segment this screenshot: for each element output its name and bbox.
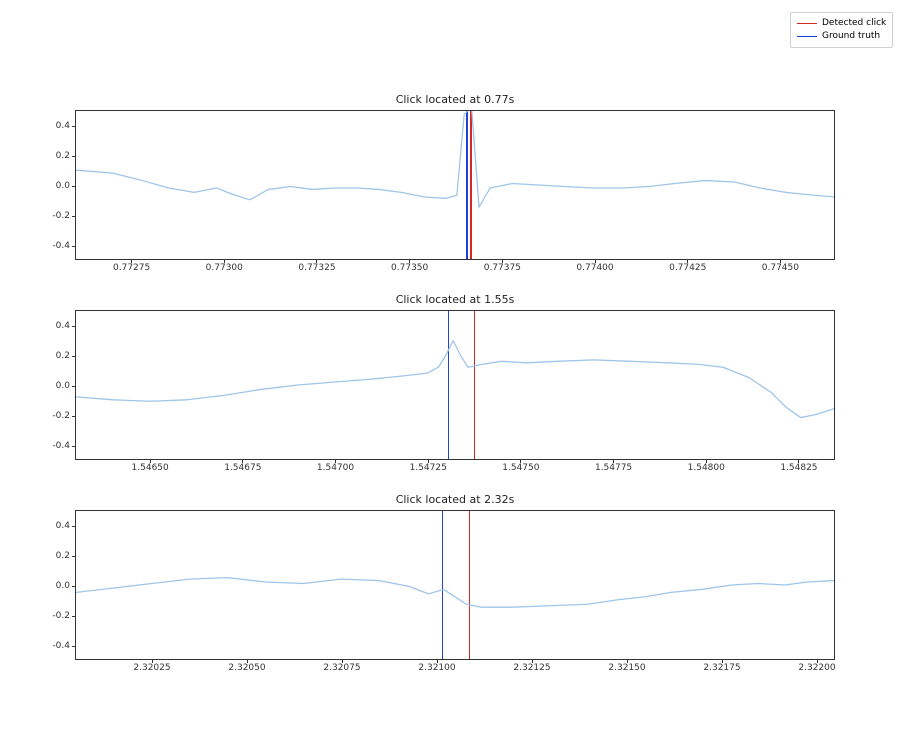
- xtick-label: 0.77375: [484, 259, 521, 273]
- xtick-label: 2.32075: [323, 659, 360, 673]
- plot-area: [76, 311, 834, 459]
- ytick-label: 0.0: [56, 381, 76, 391]
- ytick-label: 0.0: [56, 581, 76, 591]
- subplot-title: Click located at 0.77s: [75, 93, 835, 106]
- xtick-label: 1.54775: [595, 459, 632, 473]
- xtick-label: 2.32100: [418, 659, 455, 673]
- xtick-label: 2.32025: [133, 659, 170, 673]
- ytick-label: 0.0: [56, 181, 76, 191]
- xtick-label: 0.77300: [206, 259, 243, 273]
- xtick-label: 1.54650: [132, 459, 169, 473]
- signal-line: [76, 111, 834, 259]
- xtick-label: 0.77400: [576, 259, 613, 273]
- xtick-label: 2.32150: [608, 659, 645, 673]
- ytick-label: -0.4: [52, 441, 76, 451]
- ytick-label: 0.4: [56, 321, 76, 331]
- axes: -0.4-0.20.00.20.40.772750.773000.773250.…: [75, 110, 835, 260]
- subplot-1: Click located at 1.55s-0.4-0.20.00.20.41…: [75, 310, 835, 460]
- ytick-label: 0.4: [56, 521, 76, 531]
- plot-area: [76, 111, 834, 259]
- xtick-label: 1.54700: [317, 459, 354, 473]
- signal-line: [76, 511, 834, 659]
- ytick-label: 0.4: [56, 121, 76, 131]
- subplot-2: Click located at 2.32s-0.4-0.20.00.20.42…: [75, 510, 835, 660]
- axes: -0.4-0.20.00.20.41.546501.546751.547001.…: [75, 310, 835, 460]
- xtick-label: 1.54800: [688, 459, 725, 473]
- xtick-label: 1.54825: [780, 459, 817, 473]
- legend-item-detected: Detected click: [797, 17, 886, 30]
- xtick-label: 0.77425: [669, 259, 706, 273]
- subplot-title: Click located at 2.32s: [75, 493, 835, 506]
- ytick-label: -0.4: [52, 641, 76, 651]
- xtick-label: 0.77325: [298, 259, 335, 273]
- signal-line: [76, 311, 834, 459]
- ytick-label: 0.2: [56, 551, 76, 561]
- xtick-label: 2.32200: [798, 659, 835, 673]
- plot-area: [76, 511, 834, 659]
- ytick-label: 0.2: [56, 151, 76, 161]
- xtick-label: 0.77350: [391, 259, 428, 273]
- xtick-label: 1.54725: [410, 459, 447, 473]
- legend-item-ground-truth: Ground truth: [797, 30, 886, 43]
- ytick-label: -0.2: [52, 411, 76, 421]
- legend: Detected click Ground truth: [790, 12, 893, 48]
- xtick-label: 1.54750: [502, 459, 539, 473]
- ytick-label: -0.2: [52, 211, 76, 221]
- xtick-label: 1.54675: [224, 459, 261, 473]
- legend-line-detected: [797, 23, 817, 24]
- ytick-label: -0.4: [52, 241, 76, 251]
- ytick-label: 0.2: [56, 351, 76, 361]
- xtick-label: 2.32175: [703, 659, 740, 673]
- xtick-label: 2.32125: [513, 659, 550, 673]
- subplot-0: Click located at 0.77s-0.4-0.20.00.20.40…: [75, 110, 835, 260]
- ytick-label: -0.2: [52, 611, 76, 621]
- axes: -0.4-0.20.00.20.42.320252.320502.320752.…: [75, 510, 835, 660]
- xtick-label: 0.77275: [113, 259, 150, 273]
- figure: Detected click Ground truth Click locate…: [0, 0, 900, 749]
- xtick-label: 0.77450: [762, 259, 799, 273]
- legend-label-detected: Detected click: [822, 17, 886, 30]
- xtick-label: 2.32050: [228, 659, 265, 673]
- legend-label-ground-truth: Ground truth: [822, 30, 880, 43]
- subplot-title: Click located at 1.55s: [75, 293, 835, 306]
- legend-line-ground-truth: [797, 36, 817, 37]
